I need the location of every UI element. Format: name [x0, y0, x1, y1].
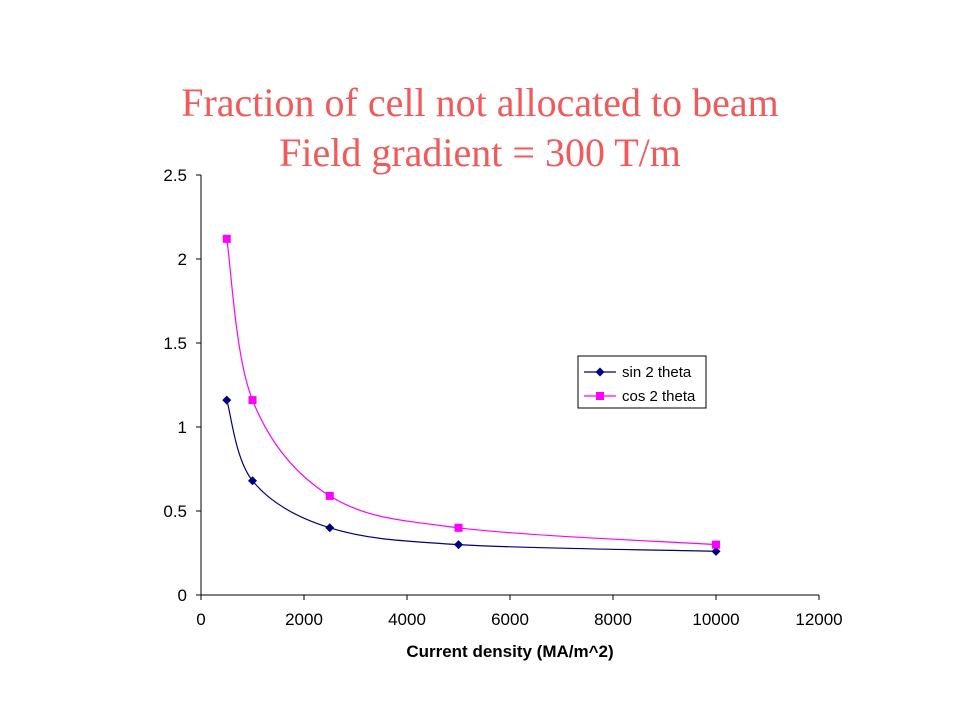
- series-1: [222, 234, 720, 549]
- legend-marker: [595, 367, 605, 377]
- series-line: [226, 238, 717, 546]
- data-point: [325, 491, 334, 500]
- data-point: [712, 540, 720, 549]
- axes: 0 0.5 1 1.5 2 2.5 0 2000 4000 6000 8000 10000 12000: [163, 166, 842, 629]
- y-tick-label: 0.5: [163, 502, 187, 521]
- data-point: [248, 396, 257, 405]
- series-line: [226, 399, 717, 552]
- legend-marker: [596, 392, 604, 400]
- data-point: [248, 476, 257, 486]
- x-tick-label: 2000: [285, 610, 323, 629]
- data-point: [222, 395, 232, 405]
- y-tick-label: 2: [178, 250, 187, 269]
- x-axis-title: Current density (MA/m^2): [406, 642, 613, 661]
- x-tick-label: 12000: [795, 610, 842, 629]
- data-point: [454, 540, 463, 550]
- chart-title: Fraction of cell not allocated to beam: [181, 80, 779, 125]
- y-tick-label: 1: [178, 418, 187, 437]
- y-tick-label: 1.5: [163, 334, 187, 353]
- data-point: [454, 523, 463, 532]
- x-tick-label: 8000: [594, 610, 632, 629]
- legend: sin 2 theta cos 2 theta: [577, 355, 707, 409]
- series-0: [222, 395, 721, 556]
- x-tick-label: 4000: [388, 610, 426, 629]
- series-layer: [222, 234, 721, 556]
- x-tick-label: 10000: [692, 610, 739, 629]
- data-point: [711, 546, 721, 556]
- chart-subtitle: Field gradient = 300 T/m: [279, 130, 681, 175]
- y-tick-label: 2.5: [163, 166, 187, 185]
- x-tick-label: 0: [196, 610, 205, 629]
- data-point: [325, 523, 335, 533]
- data-point: [222, 234, 231, 243]
- y-tick-label: 0: [178, 586, 187, 605]
- x-tick-label: 6000: [491, 610, 529, 629]
- legend-label: cos 2 theta: [622, 388, 696, 405]
- legend-label: sin 2 theta: [622, 364, 692, 381]
